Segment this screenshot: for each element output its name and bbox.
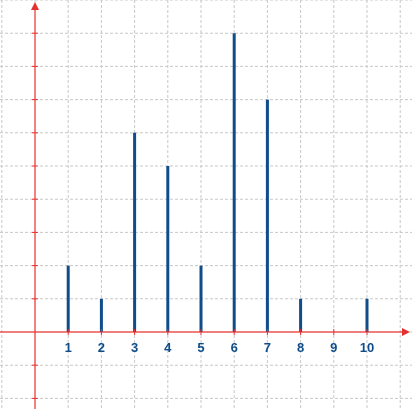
x-axis-arrow-icon bbox=[402, 328, 410, 336]
bars bbox=[66, 33, 369, 332]
y-axis-arrow-icon bbox=[31, 2, 39, 10]
x-tick-label-1: 1 bbox=[65, 340, 72, 355]
x-tick-label-6: 6 bbox=[231, 340, 238, 355]
x-tick-label-7: 7 bbox=[264, 340, 271, 355]
x-tick-label-9: 9 bbox=[330, 340, 337, 355]
x-tick-label-5: 5 bbox=[197, 340, 204, 355]
x-tick-labels: 1 2 3 4 5 6 7 8 9 10 bbox=[65, 340, 375, 355]
x-tick-label-2: 2 bbox=[98, 340, 105, 355]
x-tick-label-3: 3 bbox=[131, 340, 138, 355]
x-tick-label-10: 10 bbox=[360, 340, 374, 355]
x-tick-label-8: 8 bbox=[297, 340, 304, 355]
x-tick-label-4: 4 bbox=[164, 340, 172, 355]
